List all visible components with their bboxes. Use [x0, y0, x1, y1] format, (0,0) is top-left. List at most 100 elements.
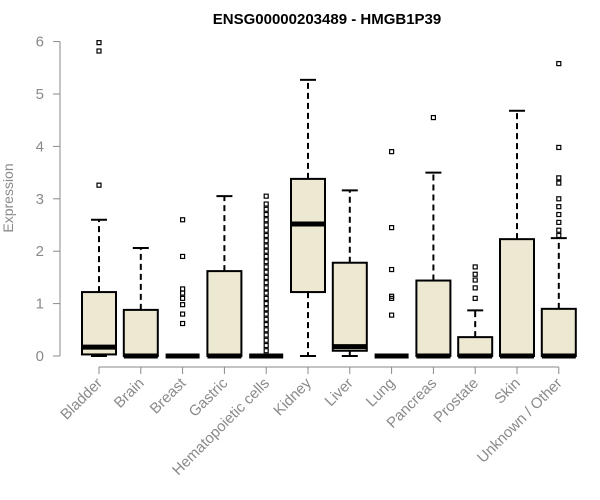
outlier-point: [263, 206, 269, 212]
boxes: [81, 40, 577, 359]
outlier-point: [263, 280, 269, 286]
outlier-point: [180, 320, 186, 327]
y-tick-label: 5: [36, 86, 44, 103]
outlier-point: [263, 337, 269, 343]
box-lung: [374, 149, 409, 359]
outlier-point: [263, 290, 269, 296]
outlier-point: [556, 219, 562, 225]
outlier-point: [180, 286, 186, 292]
box-iqr: [457, 336, 494, 357]
outlier-point: [472, 271, 478, 277]
outlier-point: [556, 61, 562, 67]
outlier-point: [263, 348, 269, 354]
outlier-point: [263, 232, 269, 239]
x-tick-label: Breast: [147, 374, 190, 417]
outlier-point: [263, 301, 269, 307]
x-tick-label: Liver: [322, 375, 357, 410]
outlier-point: [263, 248, 269, 254]
outlier-point: [263, 311, 269, 317]
box-iqr: [290, 177, 326, 294]
outlier-point: [96, 48, 102, 54]
box-iqr: [499, 238, 535, 357]
outlier-point: [389, 312, 395, 318]
outlier-point: [180, 295, 186, 301]
box-breast: [165, 217, 200, 359]
box-prostate: [457, 264, 494, 359]
outlier-point: [263, 211, 269, 218]
outlier-point: [556, 144, 562, 151]
outlier-point: [263, 269, 269, 275]
outlier-point: [389, 266, 395, 273]
outlier-point: [180, 311, 186, 317]
box-iqr: [81, 291, 117, 356]
y-tick-label: 4: [36, 138, 44, 155]
box-kidney: [290, 78, 326, 357]
outlier-point: [556, 227, 562, 233]
box-iqr: [331, 261, 368, 352]
outlier-point: [389, 225, 395, 231]
box-unknown-other: [540, 61, 577, 359]
outlier-point: [263, 327, 269, 333]
outlier-point: [263, 253, 269, 260]
chart-title: ENSG00000203489 - HMGB1P39: [213, 11, 441, 28]
outlier-point: [472, 295, 478, 301]
x-tick-label: Bladder: [57, 375, 106, 424]
outlier-point: [263, 227, 269, 233]
outlier-point: [263, 306, 269, 312]
box-pancreas: [415, 114, 452, 359]
box-iqr: [206, 270, 243, 357]
outlier-point: [263, 217, 269, 223]
outlier-point: [263, 274, 269, 280]
outlier-point: [263, 201, 269, 207]
outlier-point: [263, 316, 269, 322]
y-tick-label: 0: [36, 348, 44, 365]
outlier-point: [263, 264, 269, 270]
box-skin: [499, 109, 535, 359]
outlier-point: [96, 40, 102, 46]
outlier-point: [556, 204, 562, 210]
outlier-point: [180, 217, 186, 223]
y-axis: 0 1 2 3 4 5 6: [36, 34, 61, 365]
outlier-point: [263, 285, 269, 291]
y-tick-label: 2: [36, 243, 44, 260]
outlier-point: [556, 180, 562, 186]
outlier-point: [472, 277, 478, 283]
y-tick-label: 1: [36, 296, 44, 313]
outlier-point: [389, 149, 395, 155]
outlier-point: [556, 211, 562, 218]
outlier-point: [263, 259, 269, 265]
box-iqr: [540, 307, 577, 357]
outlier-point: [263, 332, 269, 338]
box-gastric: [206, 195, 243, 359]
outlier-point: [263, 193, 269, 199]
outlier-point: [556, 175, 562, 181]
x-tick-label: Brain: [111, 375, 148, 412]
y-axis-label: Expression: [0, 163, 16, 232]
x-tick-label: Lung: [363, 375, 399, 411]
y-tick-label: 3: [36, 191, 44, 208]
outlier-point: [389, 293, 395, 299]
outlier-point: [556, 232, 562, 239]
outlier-point: [556, 196, 562, 202]
y-tick-label: 6: [36, 34, 44, 51]
outlier-point: [263, 321, 269, 328]
box-iqr: [122, 308, 159, 357]
outlier-point: [263, 222, 269, 228]
x-tick-label: Kidney: [270, 374, 315, 419]
outlier-point: [180, 253, 186, 260]
box-liver: [331, 189, 368, 357]
box-bladder: [81, 40, 117, 357]
box-hematopoietic-cells: [249, 193, 284, 359]
outlier-point: [430, 114, 436, 121]
outlier-point: [263, 295, 269, 301]
outlier-point: [96, 182, 102, 188]
box-brain: [122, 247, 159, 359]
box-iqr: [415, 279, 452, 358]
outlier-point: [180, 302, 186, 308]
outlier-point: [472, 264, 478, 270]
outlier-point: [472, 285, 478, 291]
x-tick-label: Skin: [491, 375, 524, 408]
